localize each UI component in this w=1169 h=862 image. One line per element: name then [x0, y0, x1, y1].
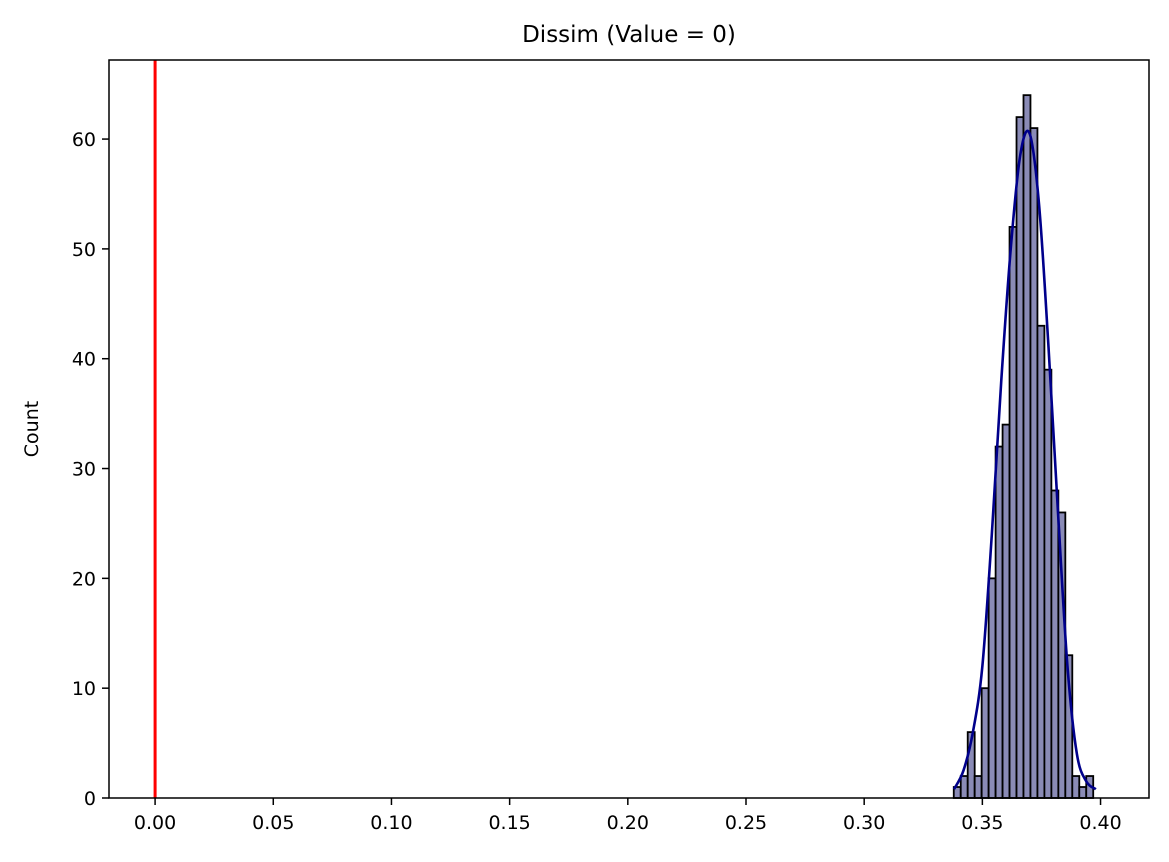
x-tick-label: 0.05 — [252, 812, 294, 834]
x-tick-label: 0.30 — [843, 812, 885, 834]
chart-title: Dissim (Value = 0) — [522, 22, 736, 48]
y-tick-label: 50 — [72, 239, 96, 261]
histogram-bar-11 — [1029, 127, 1039, 799]
histogram-bar-8 — [1008, 226, 1018, 799]
x-tick-label: 0.40 — [1079, 812, 1121, 834]
x-tick-label: 0.00 — [134, 812, 176, 834]
y-tick-label: 0 — [84, 788, 96, 810]
x-axis-ticks: 0.00 0.05 0.10 0.15 0.20 0.25 0.30 0.35 0.40 — [134, 798, 1122, 834]
y-axis-ticks: 0 10 20 30 40 50 60 — [72, 129, 109, 810]
histogram-bar-10 — [1022, 94, 1032, 799]
histogram-bars — [952, 94, 1095, 799]
histogram-bar-13 — [1043, 368, 1053, 799]
y-tick-label: 30 — [72, 459, 96, 481]
plot-frame — [108, 59, 1150, 799]
y-tick-label: 60 — [72, 129, 96, 151]
histogram-bar-4 — [980, 687, 990, 799]
x-tick-label: 0.15 — [488, 812, 530, 834]
y-tick-label: 10 — [72, 678, 96, 700]
histogram-bar-9 — [1015, 116, 1025, 799]
kde-line — [952, 129, 1097, 791]
histogram-bar-17 — [1071, 775, 1081, 799]
histogram-bar-3 — [973, 775, 983, 799]
histogram-bar-6 — [994, 445, 1004, 799]
x-tick-label: 0.25 — [725, 812, 767, 834]
histogram-bar-5 — [987, 577, 997, 799]
histogram-bar-18 — [1078, 786, 1088, 799]
kde-curve-group — [952, 129, 1097, 791]
histogram-bar-1 — [959, 775, 969, 799]
x-tick-label: 0.35 — [961, 812, 1003, 834]
y-axis-label: Count — [21, 401, 43, 457]
y-tick-label: 40 — [72, 349, 96, 371]
x-tick-label: 0.10 — [370, 812, 412, 834]
y-tick-label: 20 — [72, 568, 96, 590]
histogram-bar-14 — [1050, 489, 1060, 799]
histogram-bar-12 — [1036, 324, 1046, 799]
histogram-bar-7 — [1001, 423, 1011, 799]
x-tick-label: 0.20 — [607, 812, 649, 834]
